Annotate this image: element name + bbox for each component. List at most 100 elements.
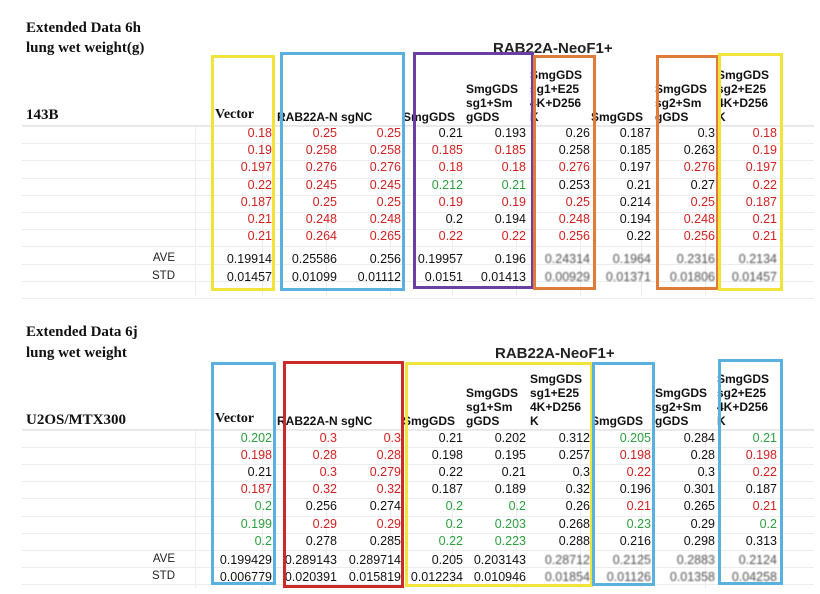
grid-column-line xyxy=(452,430,453,588)
grid-line xyxy=(22,160,814,162)
table-cell: 0.189 xyxy=(494,482,526,497)
ave-cell: 0.2125 xyxy=(612,552,651,567)
column-header: SmgGDS sg2+E25 4K+D256 K xyxy=(717,372,770,428)
table-cell: 0.276 xyxy=(683,160,715,175)
grid-column-line xyxy=(262,126,263,296)
table-cell: 0.22 xyxy=(752,177,777,192)
column-header: SmgGDS sg1+E25 4K+D256 K xyxy=(530,68,583,124)
grid-column-line xyxy=(390,430,391,588)
table-cell: 0.22 xyxy=(626,229,651,244)
table-cell: 0.3 xyxy=(319,465,337,480)
grid-column-line xyxy=(452,126,453,296)
table-cell: 0.2 xyxy=(445,212,463,226)
ave-cell: 0.2316 xyxy=(676,252,715,267)
table-cell: 0.197 xyxy=(619,160,651,175)
table-cell: 0.187 xyxy=(431,482,463,497)
table-cell: 0.2 xyxy=(254,499,272,514)
table-cell: 0.276 xyxy=(558,160,590,175)
table-cell: 0.198 xyxy=(745,448,777,463)
table-cell: 0.22 xyxy=(438,229,463,244)
table-cell: 0.248 xyxy=(558,212,590,226)
table-cell: 0.258 xyxy=(558,143,590,158)
table-cell: 0.32 xyxy=(565,482,590,497)
figure-label-6j: Extended Data 6j xyxy=(26,324,138,340)
table-cell: 0.23 xyxy=(626,516,651,531)
column-header: SmgGDS xyxy=(403,414,456,428)
table-cell: 0.185 xyxy=(619,143,651,158)
table-cell: 0.21 xyxy=(626,499,651,514)
table-cell: 0.279 xyxy=(369,465,401,480)
table-cell: 0.27 xyxy=(690,177,715,192)
grid-column-line xyxy=(326,126,327,296)
std-cell: 0.006779 xyxy=(219,569,272,584)
ave-cell: 0.2134 xyxy=(738,252,777,267)
grid-line xyxy=(22,194,814,196)
table-cell: 0.245 xyxy=(305,177,337,192)
table-cell: 0.185 xyxy=(431,143,463,158)
grid-column-line xyxy=(580,430,581,588)
table-cell: 0.312 xyxy=(558,431,590,445)
table-cell: 0.216 xyxy=(619,533,651,548)
table-cell: 0.2 xyxy=(759,516,777,531)
table-cell: 0.22 xyxy=(438,465,463,480)
column-header: SmgGDS sg2+E25 4K+D256 K xyxy=(717,68,770,124)
table-cell: 0.264 xyxy=(305,229,337,244)
table-cell: 0.223 xyxy=(494,533,526,548)
ave-cell: 0.2883 xyxy=(676,552,715,567)
std-cell: 0.01358 xyxy=(669,569,715,584)
table-cell: 0.256 xyxy=(558,229,590,244)
grid-line xyxy=(22,464,814,466)
table-cell: 0.245 xyxy=(369,177,401,192)
table-cell: 0.25 xyxy=(376,126,401,140)
ave-row-label: AVE xyxy=(152,252,175,265)
std-cell: 0.01099 xyxy=(291,269,337,284)
grid-column-line xyxy=(705,126,706,296)
table-cell: 0.202 xyxy=(240,431,272,445)
table-cell: 0.19 xyxy=(501,194,526,209)
table-cell: 0.248 xyxy=(683,212,715,226)
table-cell: 0.29 xyxy=(376,516,401,531)
grid-column-line xyxy=(390,126,391,296)
std-cell: 0.01126 xyxy=(606,569,651,584)
table-cell: 0.212 xyxy=(431,177,463,192)
std-cell: 0.012234 xyxy=(410,569,463,584)
grid-line xyxy=(22,447,814,449)
grid-line xyxy=(22,246,814,248)
grid-column-line xyxy=(705,430,706,588)
table-cell: 0.22 xyxy=(626,465,651,480)
std-cell: 0.01457 xyxy=(226,269,272,284)
table-cell: 0.194 xyxy=(494,212,526,226)
grid-line xyxy=(22,263,814,265)
std-cell: 0.020391 xyxy=(284,569,337,584)
table-cell: 0.21 xyxy=(501,465,526,480)
table-cell: 0.265 xyxy=(683,499,715,514)
grid-column-line xyxy=(516,126,517,296)
column-header: SmgGDS xyxy=(591,414,644,428)
group-title-6j: RAB22A-NeoF1+ xyxy=(495,345,615,362)
table-cell: 0.198 xyxy=(619,448,651,463)
table-cell: 0.19 xyxy=(438,194,463,209)
grid-line xyxy=(22,126,814,127)
std-cell: 0.00929 xyxy=(544,269,590,284)
column-header: RAB22A-N xyxy=(277,414,338,428)
std-cell: 0.010946 xyxy=(473,569,526,584)
grid-line xyxy=(22,549,814,551)
grid-column-line xyxy=(580,126,581,296)
table-cell: 0.21 xyxy=(501,177,526,192)
table-cell: 0.25 xyxy=(565,194,590,209)
table-cell: 0.21 xyxy=(752,431,777,445)
std-cell: 0.01854 xyxy=(544,569,590,584)
table-cell: 0.2 xyxy=(445,516,463,531)
table-cell: 0.3 xyxy=(383,431,401,445)
table-cell: 0.29 xyxy=(690,516,715,531)
table-cell: 0.257 xyxy=(558,448,590,463)
table-cell: 0.288 xyxy=(558,533,590,548)
table-cell: 0.197 xyxy=(240,160,272,175)
table-cell: 0.265 xyxy=(369,229,401,244)
grid-line xyxy=(22,280,814,282)
table-cell: 0.187 xyxy=(745,482,777,497)
grid-column-line xyxy=(195,126,196,296)
column-header: SmgGDS sg1+E25 4K+D256 K xyxy=(530,372,583,428)
table-cell: 0.258 xyxy=(305,143,337,158)
